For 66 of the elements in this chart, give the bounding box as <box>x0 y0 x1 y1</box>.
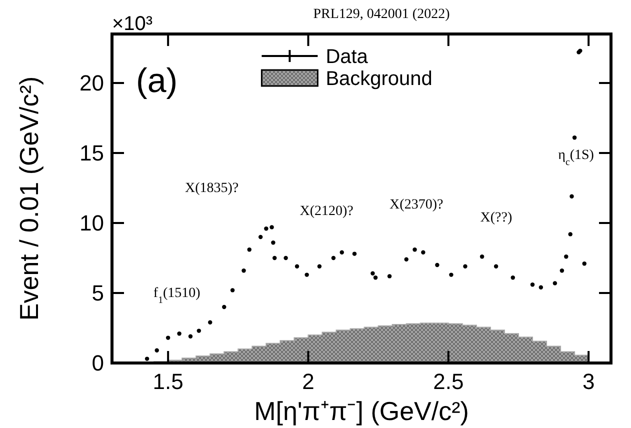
y-tick-label: 5 <box>92 280 104 306</box>
point <box>572 135 577 140</box>
point <box>258 234 263 240</box>
x-axis-title: M[η'π⁺π⁻] (GeV/c²) <box>254 396 469 426</box>
point <box>144 356 150 361</box>
point <box>510 275 515 280</box>
point <box>538 285 544 290</box>
point <box>560 268 564 273</box>
point <box>317 264 322 269</box>
annotation: X(2120)? <box>300 204 354 219</box>
x-tick-label: 2 <box>302 369 314 394</box>
point <box>242 268 246 273</box>
point <box>480 254 484 259</box>
point <box>304 272 309 277</box>
y-tick-label: 20 <box>80 70 104 96</box>
point <box>188 334 193 339</box>
point <box>494 264 498 269</box>
point <box>284 256 288 260</box>
point <box>568 232 572 236</box>
point <box>247 247 252 252</box>
annotation: X(2370)? <box>390 197 444 212</box>
point <box>370 271 375 276</box>
y-tick-label: 15 <box>80 140 104 166</box>
point <box>552 281 558 286</box>
point <box>208 320 212 325</box>
point <box>352 252 357 256</box>
annotation: X(1835)? <box>184 180 239 196</box>
chart-title: PRL129, 042001 (2022) <box>313 7 450 22</box>
annotation: η$_{c}$(1S) <box>558 148 594 168</box>
x-tick-label: 3 <box>582 369 595 394</box>
point <box>340 250 344 255</box>
point <box>387 274 392 278</box>
point <box>272 256 277 260</box>
x-tick-label: 2.5 <box>433 369 464 394</box>
point <box>564 254 568 259</box>
point <box>412 247 417 252</box>
legend-label: Background <box>326 68 432 90</box>
point <box>582 261 586 266</box>
point <box>270 225 274 230</box>
annotation: ×10³ <box>112 13 153 35</box>
point <box>230 288 235 292</box>
legend-label: Data <box>326 46 369 68</box>
annotation: (a) <box>136 62 178 100</box>
y-axis-title: Event / 0.01 (GeV/c²) <box>14 76 44 321</box>
point <box>177 331 182 336</box>
annotation: f$_{1}$(1510) <box>153 286 201 306</box>
y-tick-label: 0 <box>92 350 104 376</box>
point <box>463 264 468 269</box>
point <box>404 257 408 262</box>
point <box>154 348 159 353</box>
point <box>449 272 454 277</box>
point <box>166 336 170 340</box>
x-tick-label: 1.5 <box>152 369 184 394</box>
point <box>421 250 426 255</box>
point <box>271 240 276 245</box>
annotation: X(??) <box>480 210 512 226</box>
point <box>222 304 226 310</box>
point <box>570 194 574 199</box>
point <box>530 282 535 287</box>
point <box>373 275 378 280</box>
point <box>435 262 440 268</box>
point <box>196 328 202 333</box>
point <box>264 226 268 231</box>
y-tick-label: 10 <box>80 210 104 236</box>
point <box>294 264 300 269</box>
point <box>331 256 336 260</box>
